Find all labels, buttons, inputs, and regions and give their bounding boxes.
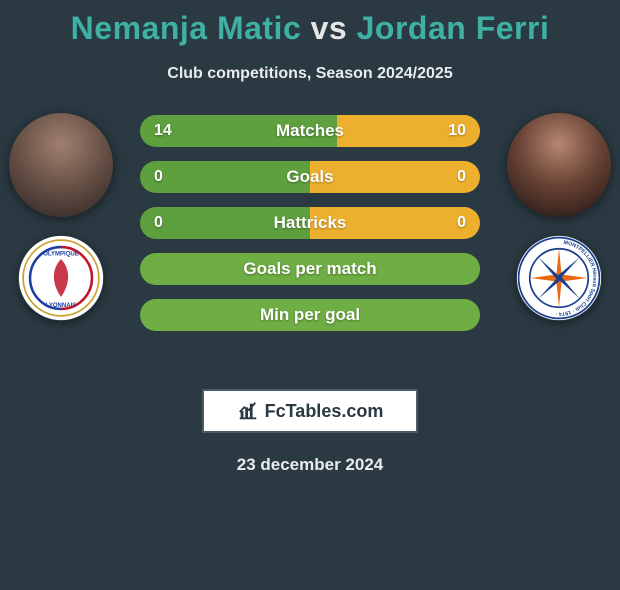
player2-column: MONTPELLIER Hérault Sport Club · 1974 · — [504, 113, 614, 321]
subtitle: Club competitions, Season 2024/2025 — [0, 65, 620, 83]
title-vs: vs — [311, 10, 348, 46]
brand-text: FcTables.com — [265, 401, 384, 422]
stat-label: Min per goal — [140, 299, 480, 331]
title-player1: Nemanja Matic — [71, 10, 302, 46]
lyon-badge-icon: OLYMPIQUE LYONNAIS — [18, 235, 104, 321]
comparison-area: OLYMPIQUE LYONNAIS MONTPELLIER Hérault S… — [0, 113, 620, 373]
stat-bar-matches: 1410Matches — [140, 115, 480, 147]
player2-avatar — [507, 113, 611, 217]
player1-column: OLYMPIQUE LYONNAIS — [6, 113, 116, 321]
player2-club-badge: MONTPELLIER Hérault Sport Club · 1974 · — [516, 235, 602, 321]
svg-text:LYONNAIS: LYONNAIS — [46, 303, 77, 309]
stat-bar-goals-per-match: Goals per match — [140, 253, 480, 285]
stat-bar-hattricks: 00Hattricks — [140, 207, 480, 239]
stat-label: Hattricks — [140, 207, 480, 239]
player1-club-badge: OLYMPIQUE LYONNAIS — [18, 235, 104, 321]
title-player2: Jordan Ferri — [357, 10, 550, 46]
stat-label: Goals — [140, 161, 480, 193]
brand-box: FcTables.com — [202, 389, 418, 433]
stats-list: 1410Matches 00Goals 00Hattricks Goals per m… — [140, 115, 480, 331]
brand-chart-icon — [237, 400, 259, 422]
stat-bar-min-per-goal: Min per goal — [140, 299, 480, 331]
player1-avatar — [9, 113, 113, 217]
page-title: Nemanja Matic vs Jordan Ferri — [0, 10, 620, 47]
stat-label: Matches — [140, 115, 480, 147]
montpellier-badge-icon: MONTPELLIER Hérault Sport Club · 1974 · — [516, 235, 602, 321]
stat-label: Goals per match — [140, 253, 480, 285]
stat-bar-goals: 00Goals — [140, 161, 480, 193]
svg-text:OLYMPIQUE: OLYMPIQUE — [43, 252, 79, 258]
date-label: 23 december 2024 — [0, 455, 620, 475]
